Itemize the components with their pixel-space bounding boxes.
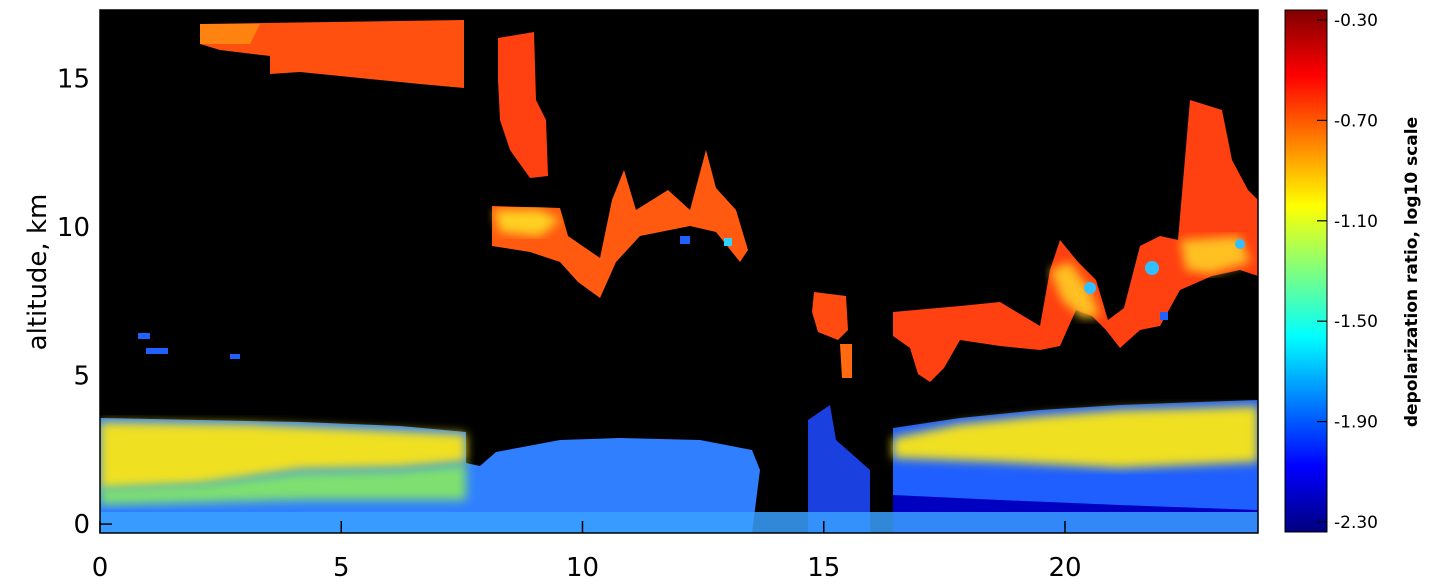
colorbar-tick-label: -0.70	[1334, 111, 1378, 131]
mid-cloud-small	[812, 292, 848, 340]
x-axis: 0 5 10 15 20	[92, 521, 1082, 583]
colorbar-title: depolarization ratio, log10 scale	[1402, 117, 1422, 427]
cirrus-band	[492, 150, 748, 298]
heatmap-layers	[100, 20, 1258, 533]
x-tick-label: 5	[333, 553, 350, 583]
mid-cloud-right-core	[1050, 262, 1100, 318]
x-tick-label: 15	[807, 553, 840, 583]
plot-frame	[99, 9, 1259, 534]
y-axis: 0 5 10 15	[57, 64, 112, 540]
speck	[230, 354, 240, 359]
mid-cloud-small-lower	[840, 344, 852, 378]
colorbar-tick-label: -1.50	[1334, 312, 1378, 332]
y-axis-title: altitude, km	[23, 194, 53, 351]
surface-band	[100, 512, 1258, 533]
y-tick-label: 0	[73, 510, 90, 540]
aerosol-layer-left-mid	[100, 464, 466, 505]
y-tick-label: 10	[57, 213, 90, 243]
colorbar-tick-label: -1.10	[1334, 212, 1378, 232]
ice-pocket	[1084, 282, 1096, 294]
aerosol-layer-right-core	[893, 406, 1258, 468]
upper-cirrus-layer	[200, 20, 464, 88]
speck	[1160, 312, 1168, 320]
speck	[138, 333, 150, 339]
x-tick-label: 0	[92, 553, 109, 583]
ice-pocket	[1235, 239, 1245, 249]
colorbar-axis: -0.30 -0.70 -1.10 -1.50 -1.90 -2.30	[1317, 11, 1378, 533]
upper-cirrus-edge	[200, 24, 260, 44]
speck	[680, 236, 690, 244]
mid-cloud-right-core2	[1180, 236, 1250, 274]
x-tick-label: 10	[566, 553, 599, 583]
cirrus-band-low	[494, 210, 560, 236]
colorbar-tick-label: -1.90	[1334, 413, 1378, 433]
y-tick-label: 5	[73, 362, 90, 392]
speck	[146, 348, 168, 354]
colorbar-tick-label: -0.30	[1334, 11, 1378, 31]
ice-pocket	[1145, 261, 1159, 275]
x-tick-label: 20	[1048, 553, 1081, 583]
mid-cloud-right	[893, 100, 1258, 382]
aerosol-layer-middle	[808, 405, 870, 533]
colorbar-tick-label: -2.30	[1334, 513, 1378, 533]
cirrus-column	[498, 32, 548, 178]
speck	[724, 238, 732, 246]
y-tick-label: 15	[57, 64, 90, 94]
aerosol-layer-left-core	[100, 422, 466, 490]
colorbar	[1284, 9, 1328, 533]
